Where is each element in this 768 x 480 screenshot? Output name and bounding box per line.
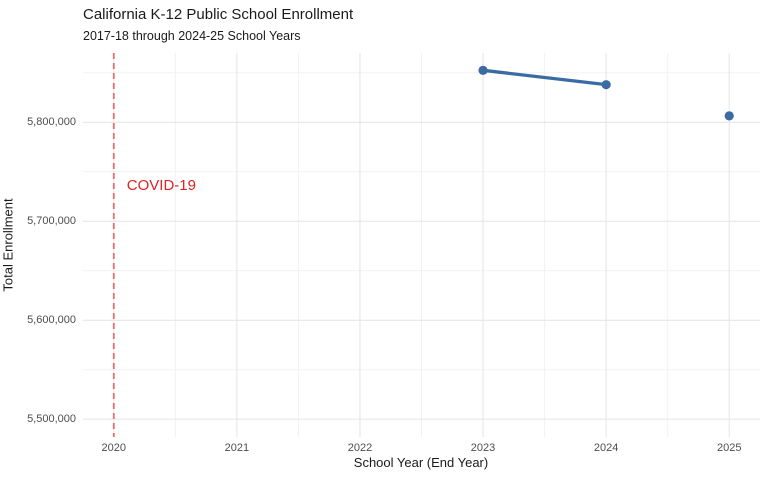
- chart-title: California K-12 Public School Enrollment: [83, 6, 354, 23]
- data-point: [478, 65, 488, 75]
- x-tick-label: 2022: [347, 442, 373, 454]
- x-tick-label: 2025: [716, 442, 742, 454]
- covid-annotation-label: COVID-19: [126, 176, 196, 194]
- enrollment-line-segment: [481, 68, 608, 87]
- data-point: [724, 111, 734, 121]
- data-point: [601, 80, 611, 90]
- x-tick-label: 2020: [101, 442, 127, 454]
- x-axis-title: School Year (End Year): [353, 455, 489, 470]
- x-tick-label: 2021: [224, 442, 250, 454]
- y-tick-label: 5,800,000: [27, 115, 76, 128]
- chart-subtitle: 2017-18 through 2024-25 School Years: [83, 29, 301, 43]
- x-tick-label: 2023: [470, 442, 496, 454]
- x-tick-label: 2024: [593, 442, 619, 454]
- y-tick-label: 5,600,000: [27, 313, 76, 326]
- y-tick-label: 5,500,000: [27, 412, 76, 425]
- y-tick-label: 5,700,000: [27, 214, 76, 227]
